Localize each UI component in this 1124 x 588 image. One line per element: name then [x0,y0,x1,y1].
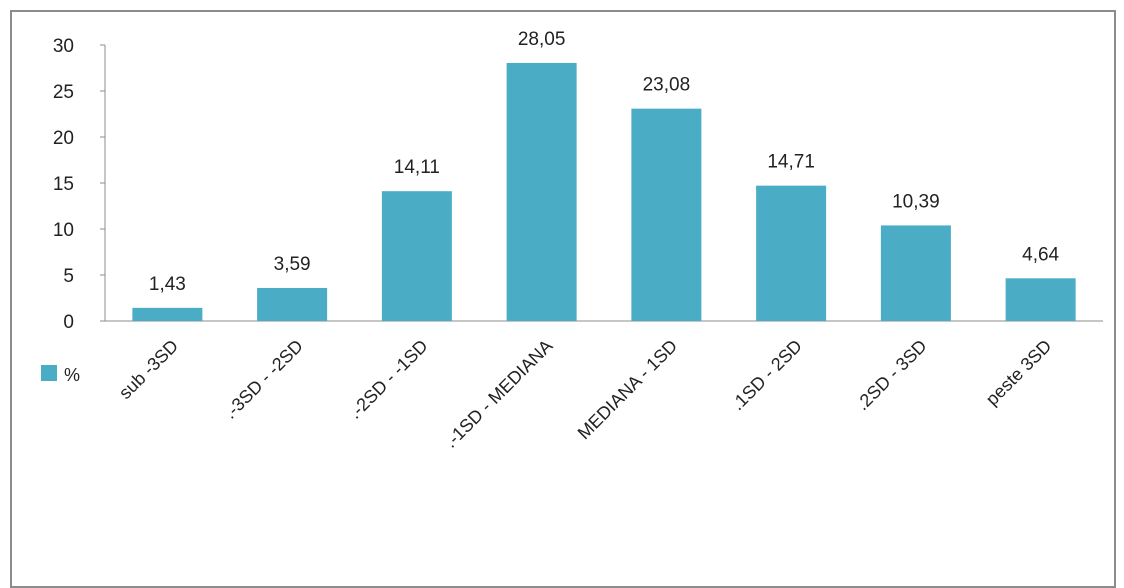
category-label: .-1SD - MEDIANA [440,336,556,452]
y-tick-label: 20 [53,128,74,149]
category-label: .1SD - 2SD [727,336,806,415]
y-tick-label: 0 [63,312,74,333]
category-label: .-2SD - -1SD [345,336,432,423]
data-label: 1,43 [149,274,186,295]
category-label: .-3SD - -2SD [220,336,307,423]
data-label: 14,11 [394,157,440,178]
bar [381,191,452,321]
bar [257,287,328,321]
data-label: 14,71 [767,152,815,173]
category-label: peste 3SD [982,336,1056,410]
y-tick-label: 5 [63,266,74,287]
bar [132,307,203,321]
data-label: 4,64 [1022,244,1059,265]
category-label: MEDIANA - 1SD [574,336,682,444]
bar [631,108,702,321]
bar [880,225,951,321]
legend: % [41,365,80,385]
data-label: 23,08 [643,75,691,96]
bar [1005,278,1076,321]
data-label: 10,39 [892,191,940,212]
y-tick-label: 30 [53,36,74,57]
category-labels: sub -3SD .-3SD - -2SD .-2SD - -1SD .-1SD - … [115,336,1055,452]
y-axis: 0 5 10 15 20 25 30 [53,36,106,333]
y-tick-label: 25 [53,82,74,103]
legend-label: % [64,365,80,385]
data-label: 3,59 [274,254,311,275]
category-label: .2SD - 3SD [852,336,931,415]
legend-swatch [41,365,57,381]
bar [506,62,577,321]
data-label: 28,05 [518,29,566,50]
bar-series [132,62,1076,321]
y-tick-label: 10 [53,220,74,241]
data-labels: 1,43 3,59 14,11 28,05 23,08 14,71 10,39 4,64 [149,29,1060,295]
bar [756,185,827,321]
category-label: sub -3SD [115,336,182,403]
y-tick-label: 15 [53,174,74,195]
